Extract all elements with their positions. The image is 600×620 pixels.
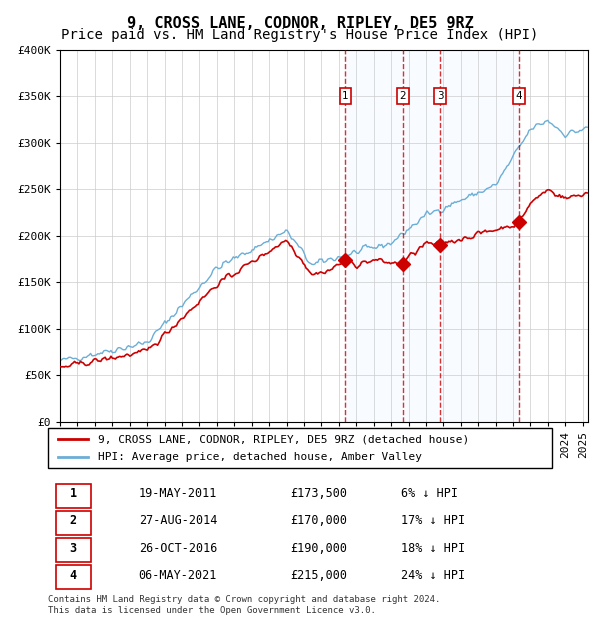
Text: 9, CROSS LANE, CODNOR, RIPLEY, DE5 9RZ (detached house): 9, CROSS LANE, CODNOR, RIPLEY, DE5 9RZ (… — [98, 434, 470, 444]
Text: 4: 4 — [515, 91, 523, 101]
Text: 18% ↓ HPI: 18% ↓ HPI — [401, 542, 465, 554]
Text: £215,000: £215,000 — [290, 569, 347, 582]
Bar — [346, 50, 519, 422]
Text: £190,000: £190,000 — [290, 542, 347, 554]
Text: 17% ↓ HPI: 17% ↓ HPI — [401, 515, 465, 528]
Text: 2: 2 — [70, 515, 77, 528]
Text: 3: 3 — [70, 542, 77, 554]
Text: HPI: Average price, detached house, Amber Valley: HPI: Average price, detached house, Ambe… — [98, 452, 422, 462]
FancyBboxPatch shape — [48, 428, 552, 468]
Text: 3: 3 — [437, 91, 443, 101]
Text: £170,000: £170,000 — [290, 515, 347, 528]
Text: 4: 4 — [70, 569, 77, 582]
Text: 1: 1 — [70, 487, 77, 500]
FancyBboxPatch shape — [56, 565, 91, 589]
Text: 2: 2 — [399, 91, 406, 101]
FancyBboxPatch shape — [56, 484, 91, 508]
FancyBboxPatch shape — [56, 511, 91, 535]
FancyBboxPatch shape — [56, 538, 91, 562]
Text: Contains HM Land Registry data © Crown copyright and database right 2024.
This d: Contains HM Land Registry data © Crown c… — [48, 595, 440, 614]
Text: 06-MAY-2021: 06-MAY-2021 — [139, 569, 217, 582]
Text: 24% ↓ HPI: 24% ↓ HPI — [401, 569, 465, 582]
Text: 27-AUG-2014: 27-AUG-2014 — [139, 515, 217, 528]
Text: £173,500: £173,500 — [290, 487, 347, 500]
Text: 1: 1 — [342, 91, 349, 101]
Text: 9, CROSS LANE, CODNOR, RIPLEY, DE5 9RZ: 9, CROSS LANE, CODNOR, RIPLEY, DE5 9RZ — [127, 16, 473, 30]
Text: Price paid vs. HM Land Registry's House Price Index (HPI): Price paid vs. HM Land Registry's House … — [61, 28, 539, 42]
Text: 19-MAY-2011: 19-MAY-2011 — [139, 487, 217, 500]
Text: 6% ↓ HPI: 6% ↓ HPI — [401, 487, 458, 500]
Text: 26-OCT-2016: 26-OCT-2016 — [139, 542, 217, 554]
